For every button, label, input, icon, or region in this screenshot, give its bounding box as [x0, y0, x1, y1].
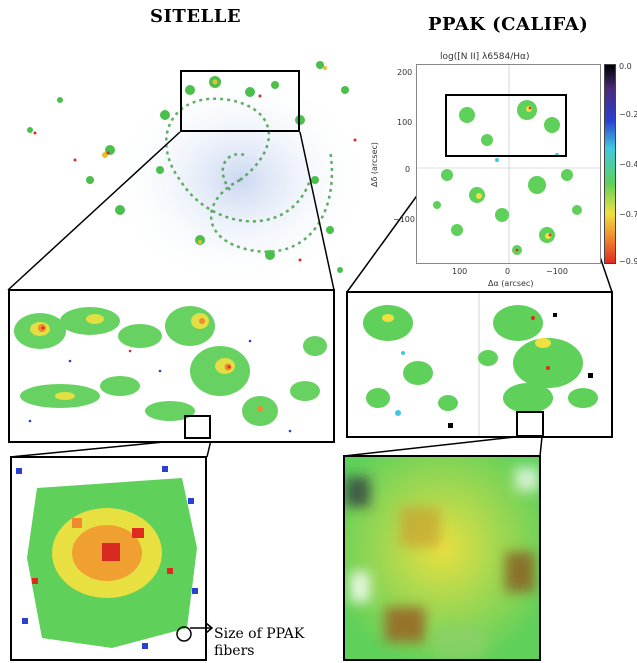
sitelle-zoom-region [180, 70, 300, 132]
sitelle-pixel-zoom [10, 456, 207, 661]
ppak-ytick-4: −100 [393, 215, 415, 224]
ppak-xtick-3: −100 [546, 267, 568, 276]
annotation-arrow [190, 622, 214, 634]
sitelle-fiber-box [184, 415, 211, 439]
ppak-plot-title: log([N II] λ6584/Hα) [440, 52, 530, 62]
ppak-xtick-1: 100 [452, 267, 468, 276]
colorbar-tick-3: −0.4 [619, 160, 637, 169]
ppak-ytick-1: 200 [397, 68, 413, 77]
sitelle-zoom-panel [8, 289, 335, 443]
ppak-ytick-3: 0 [405, 165, 411, 174]
ppak-zoom-region [445, 94, 567, 157]
colorbar-tick-2: −0.2 [619, 110, 637, 119]
fiber-size-annotation: Size of PPAK fibers [214, 626, 324, 660]
ppak-xlabel: Δα (arcsec) [488, 279, 534, 288]
ppak-zoom-panel [346, 291, 613, 438]
sitelle-galaxy-map [27, 61, 370, 290]
ppak-ytick-2: 100 [397, 118, 413, 127]
colorbar-tick-1: 0.0 [619, 62, 632, 71]
ppak-pixel-zoom [343, 455, 541, 661]
colorbar-tick-5: −0.9 [619, 257, 637, 266]
fiber-size-text: Size of PPAK fibers [214, 626, 305, 659]
ppak-ylabel: Δδ (arcsec) [370, 141, 380, 188]
ppak-fiber-box [516, 411, 544, 436]
ppak-title: PPAK (CALIFA) [428, 14, 589, 35]
ppak-colorbar [604, 64, 616, 264]
ppak-xtick-2: 0 [505, 267, 511, 276]
sitelle-title: SITELLE [150, 6, 242, 27]
colorbar-tick-4: −0.7 [619, 210, 637, 219]
